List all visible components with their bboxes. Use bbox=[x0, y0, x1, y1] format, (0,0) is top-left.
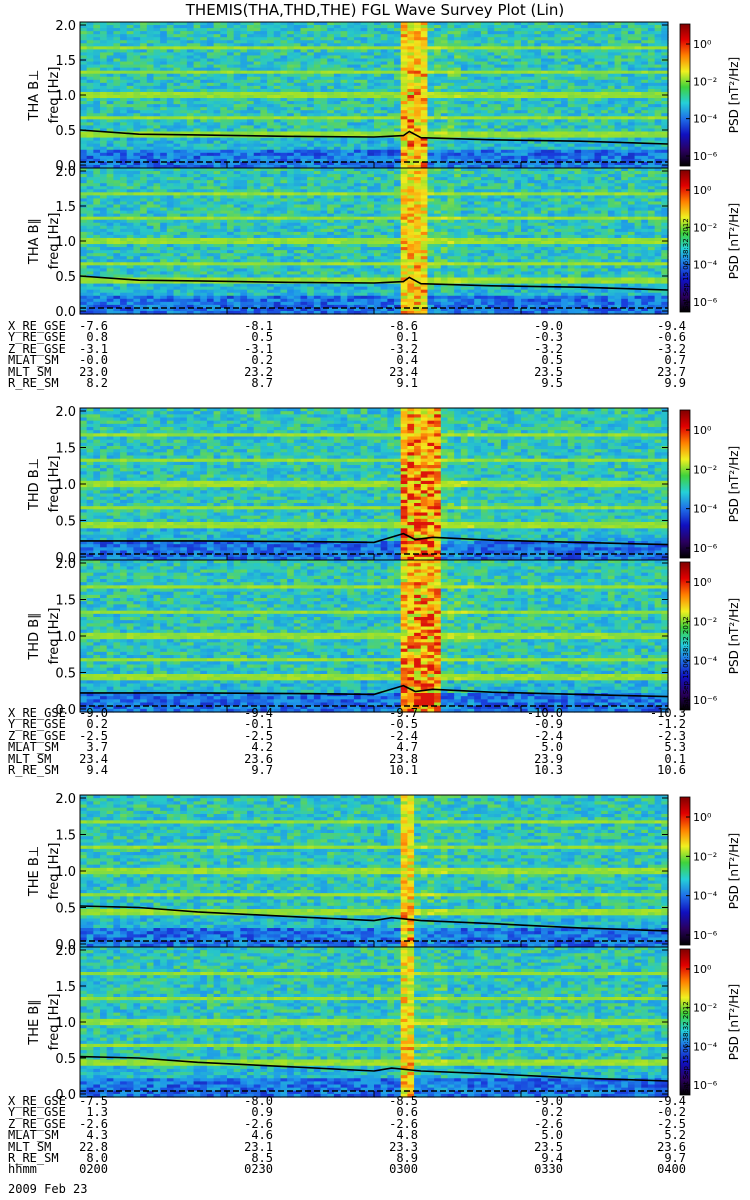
colorbar-tick-label: 10⁻⁴ bbox=[693, 113, 718, 126]
y-tick-label: 2.0 bbox=[55, 19, 76, 34]
colorbar-tick-label: 10⁻² bbox=[693, 75, 717, 88]
colorbar bbox=[680, 24, 690, 166]
colorbar-tick-label: 10⁰ bbox=[693, 38, 712, 51]
spectrogram-panel-tha-par: 2.01.51.00.50.0THA B∥ freq [Hz]10⁰10⁻²10⁻… bbox=[27, 165, 741, 320]
colorbar-tick-label: 10⁻⁶ bbox=[693, 150, 718, 163]
colorbar-label: PSD [nT²/Hz] bbox=[727, 57, 741, 133]
y-axis-label: THA B⊥ bbox=[27, 70, 42, 122]
y-tick-label: 0.5 bbox=[55, 124, 76, 139]
y-axis-unit: freq [Hz] bbox=[47, 67, 62, 124]
